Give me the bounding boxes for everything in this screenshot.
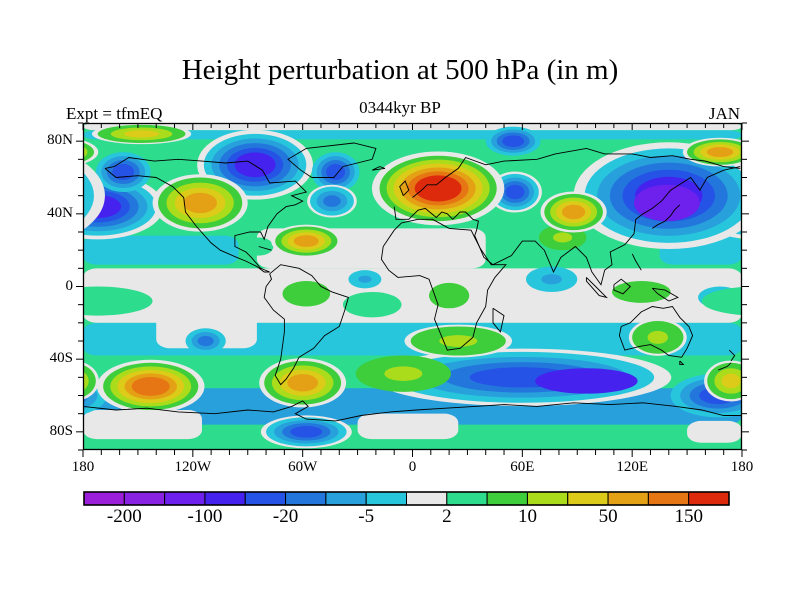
equatorial-near-zero-band: [83, 268, 742, 323]
drake-antarctic-low: [260, 415, 352, 449]
colorbar-cell: [285, 491, 327, 506]
colorbar-cell: [688, 491, 730, 506]
south-pacific-high: [96, 359, 205, 414]
australia-high: [628, 318, 687, 356]
chart-title: Height perturbation at 500 hPa (in m): [181, 54, 619, 86]
colorbar-cell: [526, 491, 569, 506]
lon-tick-label: 120W: [174, 459, 212, 475]
central-pacific-equator-green: [701, 287, 742, 316]
atlantic-equatorial-low: [348, 270, 382, 289]
south-america-south-high: [259, 358, 347, 408]
lat-tick-label: 40S: [49, 350, 73, 367]
lon-tick-label: 120E: [616, 459, 648, 475]
lat-tick-label: 40N: [47, 204, 73, 221]
lat-tick-label: 80S: [49, 422, 73, 439]
lat-tick-label: 80N: [47, 132, 73, 149]
experiment-label: Expt = tfmEQ: [66, 104, 163, 123]
barents-low: [485, 126, 541, 156]
south-atlantic-equator-green: [342, 291, 402, 318]
colorbar-cell: [244, 491, 287, 506]
northeast-siberia-high: [83, 140, 99, 164]
greenland-low: [311, 152, 360, 193]
contour-map: [76, 122, 749, 457]
colorbar-cell: [325, 491, 367, 506]
colorbar-tick-label: 150: [674, 506, 703, 527]
colorbar-legend: -200 -100 -20 -5 2 10 50 150: [83, 491, 733, 536]
colorbar-cell: [647, 491, 690, 506]
antarctic-near-zero-east: [687, 420, 742, 443]
central-asia-high: [540, 191, 607, 233]
colorbar-cell: [123, 491, 166, 506]
coastlines: [83, 142, 742, 422]
south-africa-high: [404, 324, 513, 358]
colorbar-tick-label: 10: [517, 506, 537, 527]
subtropical-atlantic-high: [271, 224, 342, 258]
south-atlantic-high: [355, 355, 451, 392]
lat-tick-label: 0: [65, 277, 74, 294]
southeast-pacific-low: [185, 328, 226, 354]
new-zealand-high: [704, 360, 742, 402]
contour-field: [83, 123, 742, 450]
colorbar-cell: [204, 491, 246, 506]
colorbar-tick-label: 50: [598, 506, 618, 527]
colorbar-cell: [164, 491, 206, 506]
lon-tick-label: 60E: [510, 459, 535, 475]
colorbar-cell: [567, 491, 609, 506]
alaska-low: [95, 152, 151, 193]
colorbar-tick-label: 2: [442, 506, 452, 527]
colorbar-tick-label: -5: [358, 506, 375, 527]
south-indian-ocean-low-core: [535, 368, 638, 394]
colorbar-cell: [486, 491, 528, 506]
colorbar-tick-label: -200: [106, 506, 142, 527]
colorbar-border: [83, 491, 730, 506]
axis-ticks: [76, 122, 749, 457]
colorbar-cell: [406, 491, 448, 506]
lon-tick-label: 60W: [288, 459, 318, 475]
west-north-america-high: [152, 174, 248, 232]
central-pacific-equator-green: [83, 286, 153, 316]
mid-atlantic-low: [307, 184, 357, 218]
lon-tick-label: 0: [408, 459, 417, 475]
chart-subtitle: 0344kyr BP: [359, 98, 441, 117]
colorbar-tick-label: -20: [272, 506, 299, 527]
north-pacific-subtropic-band: [83, 235, 239, 265]
month-label: JAN: [708, 104, 740, 123]
indonesia-high: [612, 281, 671, 303]
colorbar-cell: [83, 491, 125, 506]
arctic-west-high: [91, 123, 192, 145]
antarctic-near-zero-mid: [357, 413, 459, 440]
colorbar-cell: [446, 491, 488, 506]
europe-high: [371, 151, 505, 226]
colorbar-cell: [607, 491, 649, 506]
amazon-high: [282, 281, 331, 307]
indian-equatorial-low: [525, 266, 578, 292]
antarctic-near-zero-west: [83, 410, 202, 440]
lon-tick-label: 180: [730, 459, 754, 475]
colorbar: [83, 491, 730, 506]
colorbar-cell: [365, 491, 407, 506]
map-plot-area: [76, 122, 749, 457]
colorbar-tick-label: -100: [187, 506, 223, 527]
congo-high: [428, 282, 470, 309]
lon-tick-label: 180: [71, 459, 95, 475]
northeast-siberia-high: [682, 137, 742, 167]
east-asia-low-purple-core: [633, 184, 700, 222]
new-zealand-high: [83, 362, 99, 400]
east-asia-low: [83, 161, 105, 230]
